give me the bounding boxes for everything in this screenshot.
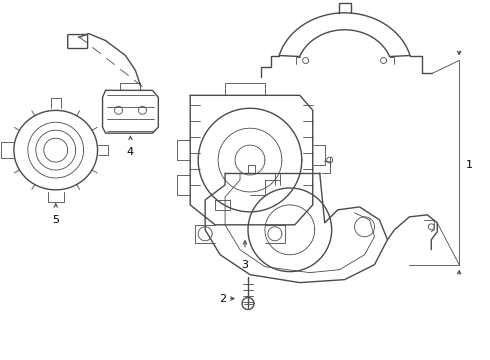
Text: 4: 4 [127,147,134,157]
Text: 1: 1 [466,160,473,170]
Text: 2: 2 [219,293,226,303]
Text: 5: 5 [52,215,59,225]
Text: 3: 3 [242,260,248,270]
